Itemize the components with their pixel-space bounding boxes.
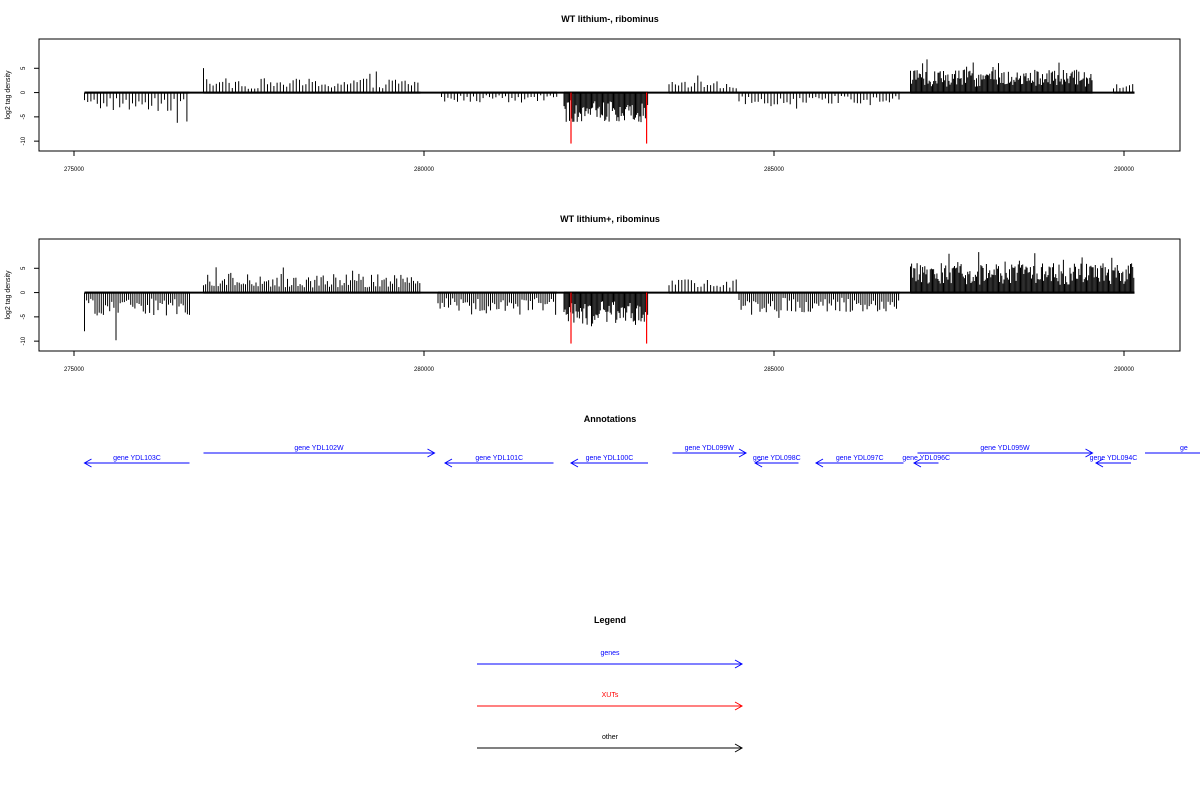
legend-label: genes [600,650,620,657]
plot-frame [38,38,1181,152]
legend-arrowhead [734,701,744,711]
gene-annotation[interactable]: gene YDL098C [753,455,801,468]
x-tick-label: 275000 [64,167,85,173]
axis-ticks: 275000 280000 285000 290000 -10 -5 0 5 [21,66,1135,173]
y-tick-label: -5 [21,114,27,120]
gene-label: gene YDL096C [902,455,950,462]
legend-title: Legend [594,615,626,625]
x-tick-label: 280000 [414,367,435,373]
gene-arrowhead [443,458,453,468]
gene-label: ge [1180,445,1188,452]
density-bars [84,252,1135,344]
legend-label: XUTs [602,692,619,699]
y-tick-label: 0 [21,290,27,294]
gene-label: gene YDL101C [475,455,523,462]
legend-arrowhead [734,743,744,753]
y-tick-label: 0 [21,90,27,94]
legend: Legend genes XUTs other [477,615,744,753]
legend-item: other [477,734,744,753]
gene-arrowhead [1094,458,1104,468]
x-tick-label: 285000 [764,167,785,173]
density-bars [84,59,1135,144]
gene-label: gene YDL094C [1090,455,1138,462]
gene-label: gene YDL103C [113,455,161,462]
gene-label: gene YDL095W [980,445,1030,452]
gene-label: gene YDL097C [836,455,884,462]
x-tick-label: 290000 [1114,367,1135,373]
gene-annotation[interactable]: gene YDL100C [569,455,648,468]
gene-arrowhead [569,458,579,468]
legend-items: genes XUTs other [477,650,744,753]
gene-arrowhead [83,458,92,468]
panel-title: WT lithium+, ribominus [560,214,660,224]
track-panel-lithium-minus: WT lithium-, ribominus log2 tag density … [5,14,1181,173]
gene-annotation[interactable]: gene YDL102W [203,445,436,458]
gene-arrowhead [814,458,824,468]
y-axis-label: log2 tag density [5,70,12,120]
gene-annotation[interactable]: gene YDL097C [814,455,904,468]
gene-label: gene YDL100C [586,455,634,462]
x-tick-label: 275000 [64,367,85,373]
panel-title: WT lithium-, ribominus [561,14,659,24]
x-tick-label: 285000 [764,367,785,373]
gene-annotation[interactable]: ge [1145,445,1200,454]
gene-annotation[interactable]: gene YDL094C [1090,455,1138,468]
gene-label: gene YDL098C [753,455,801,462]
plot-frame [38,238,1181,352]
gene-arrowhead [754,458,763,468]
gene-label: gene YDL099W [685,445,735,452]
y-tick-label: 5 [21,66,27,70]
gene-annotation[interactable]: gene YDL096C [902,455,950,468]
legend-label: other [602,734,619,741]
gene-arrowhead [1085,448,1094,458]
gene-label: gene YDL102W [294,445,344,452]
gene-annotation[interactable]: gene YDL101C [443,455,554,468]
track-panel-lithium-plus: WT lithium+, ribominus log2 tag density … [5,214,1181,373]
gene-annotation[interactable]: gene YDL095W [917,445,1094,458]
y-tick-label: -10 [21,136,27,145]
gene-arrows: gene YDL103C gene YDL102W gene YDL101C gene… [83,445,1200,468]
y-tick-label: -5 [21,314,27,320]
legend-item: XUTs [477,692,744,711]
legend-arrowhead [734,659,744,669]
annotations-title: Annotations [584,414,637,424]
axis-ticks: 275000 280000 285000 290000 -10 -5 0 5 [21,266,1135,373]
gene-annotation[interactable]: gene YDL103C [83,455,190,468]
y-axis-label: log2 tag density [5,270,12,320]
x-tick-label: 280000 [414,167,435,173]
x-tick-label: 290000 [1114,167,1135,173]
gene-annotation[interactable]: gene YDL099W [672,445,748,458]
gene-arrowhead [427,448,436,458]
legend-item: genes [477,650,744,669]
gene-arrowhead [912,458,922,468]
gene-arrowhead [738,448,748,458]
y-tick-label: 5 [21,266,27,270]
y-tick-label: -10 [21,336,27,345]
